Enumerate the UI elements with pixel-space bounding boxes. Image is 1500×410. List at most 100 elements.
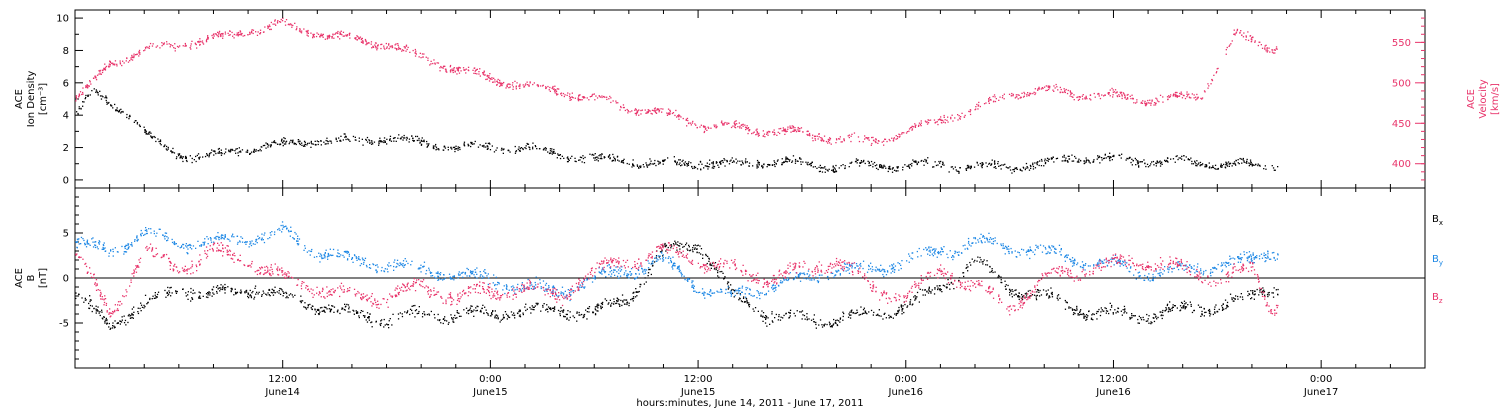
by-point xyxy=(1103,262,1105,264)
velocity-point xyxy=(678,115,680,117)
density-point xyxy=(1211,166,1214,168)
velocity-point xyxy=(1242,36,1245,38)
velocity-point xyxy=(1174,94,1177,96)
density-point xyxy=(310,146,312,148)
velocity-point xyxy=(515,88,517,90)
velocity-point xyxy=(332,34,334,36)
velocity-point xyxy=(1247,39,1250,41)
density-point xyxy=(479,144,481,146)
density-point xyxy=(690,162,692,164)
velocity-point xyxy=(646,112,648,114)
bx-point xyxy=(365,319,367,321)
bx-point xyxy=(103,316,105,318)
bx-point xyxy=(530,312,532,314)
bx-point xyxy=(84,297,86,299)
velocity-point xyxy=(236,32,238,34)
density-point xyxy=(632,159,634,161)
bx-point xyxy=(676,249,678,251)
by-point xyxy=(851,265,853,267)
bx-point xyxy=(813,321,815,323)
density-point xyxy=(1137,163,1139,165)
by-point xyxy=(548,285,550,287)
density-point xyxy=(676,164,678,166)
velocity-point xyxy=(1188,93,1190,95)
bx-point xyxy=(547,306,550,308)
density-point xyxy=(686,165,688,167)
velocity-point xyxy=(808,134,810,136)
by-point xyxy=(654,257,656,259)
bx-point xyxy=(834,322,836,324)
velocity-point xyxy=(1166,96,1169,98)
density-point xyxy=(1251,164,1253,166)
velocity-point xyxy=(912,126,914,128)
bx-point xyxy=(454,314,456,317)
bx-point xyxy=(1262,290,1264,292)
velocity-point xyxy=(483,71,485,73)
velocity-point xyxy=(1069,95,1071,97)
density-point xyxy=(191,161,193,164)
velocity-point xyxy=(86,84,88,86)
density-point xyxy=(691,166,693,168)
density-point xyxy=(646,165,648,167)
bx-point xyxy=(294,294,296,296)
bx-series xyxy=(75,240,1279,330)
density-point xyxy=(658,161,660,163)
by-point xyxy=(269,232,271,234)
bx-point xyxy=(1005,288,1007,290)
by-point xyxy=(1209,272,1212,275)
density-point xyxy=(1259,165,1261,167)
by-point xyxy=(1030,249,1033,252)
velocity-point xyxy=(1176,91,1178,94)
density-point xyxy=(1072,160,1075,162)
density-point xyxy=(423,140,425,143)
by-point xyxy=(277,229,279,231)
velocity-point xyxy=(503,81,505,84)
velocity-point xyxy=(532,83,534,86)
bx-point xyxy=(326,308,328,310)
density-point xyxy=(855,160,857,162)
bx-point xyxy=(802,314,804,316)
velocity-point xyxy=(130,57,132,59)
bx-point xyxy=(664,245,667,248)
bx-point xyxy=(1108,312,1110,315)
density-point xyxy=(529,148,531,151)
velocity-point xyxy=(82,93,84,95)
density-point xyxy=(574,160,576,162)
bx-point xyxy=(765,315,767,317)
density-point xyxy=(1204,166,1206,168)
velocity-point xyxy=(577,100,580,102)
density-point xyxy=(902,166,904,168)
bx-point xyxy=(368,317,370,319)
by-point xyxy=(871,266,873,268)
bx-point xyxy=(1025,294,1028,296)
velocity-point xyxy=(359,36,362,38)
by-point xyxy=(1073,264,1075,266)
density-point xyxy=(185,157,187,159)
velocity-point xyxy=(1170,94,1172,96)
density-point xyxy=(509,151,511,153)
bx-point xyxy=(888,314,890,316)
velocity-point xyxy=(1235,31,1238,33)
velocity-point xyxy=(795,131,798,133)
density-point xyxy=(202,156,204,158)
velocity-point xyxy=(784,130,786,132)
bx-point xyxy=(1201,310,1203,313)
by-point xyxy=(933,252,935,254)
bx-point xyxy=(537,302,539,304)
bx-point xyxy=(1114,309,1116,311)
velocity-point xyxy=(148,45,151,47)
bx-point xyxy=(958,277,961,279)
density-point xyxy=(993,166,995,169)
density-point xyxy=(728,163,731,165)
bx-point xyxy=(714,267,716,269)
by-point xyxy=(691,282,693,284)
bx-point xyxy=(973,261,975,263)
bx-point xyxy=(208,292,210,294)
by-point xyxy=(604,271,607,273)
velocity-point xyxy=(479,68,481,70)
density-point xyxy=(502,152,504,154)
velocity-point xyxy=(1172,95,1174,97)
density-point xyxy=(1071,160,1073,162)
bx-point xyxy=(1179,305,1182,307)
density-point xyxy=(427,145,429,147)
